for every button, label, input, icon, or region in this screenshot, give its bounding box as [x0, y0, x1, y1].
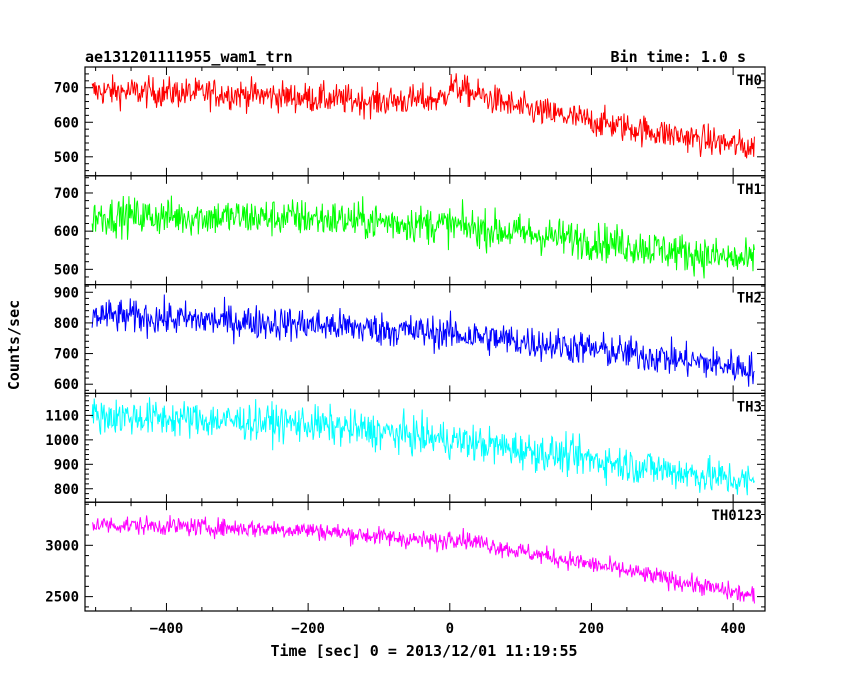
- series-line-th2: [91, 294, 755, 387]
- panel-th0123: 2500 3000 TH0123: [45, 501, 766, 612]
- y-tick-label: 900: [54, 285, 79, 301]
- bin-time-label: Bin time: 1.0 s: [611, 48, 746, 66]
- panel-name-label: TH0123: [711, 508, 762, 524]
- x-tick-label: 200: [579, 621, 604, 637]
- chart-title: ae131201111955_wam1_trn: [85, 48, 293, 66]
- panel-frame: [84, 66, 766, 177]
- y-tick-label: 600: [54, 224, 79, 240]
- panel-name-label: TH0: [737, 73, 762, 89]
- y-tick-label: 3000: [45, 538, 79, 554]
- panel-frame: [84, 501, 766, 612]
- y-tick-label: 800: [54, 316, 79, 332]
- y-tick-label: 500: [54, 262, 79, 278]
- x-tick-label: −400: [150, 621, 184, 637]
- y-tick-label: 1100: [45, 408, 79, 424]
- panel-name-label: TH3: [737, 399, 762, 415]
- series-line-th0123: [91, 515, 755, 604]
- panel-th1: 500 600 700 TH1: [54, 175, 766, 286]
- y-tick-label: 700: [54, 81, 79, 97]
- x-tick-label: 0: [446, 621, 454, 637]
- panels-group: 500 600 700 TH0 500 600 700 TH1 600 700 800 900 TH2 8…: [45, 66, 766, 637]
- x-tick-label: −200: [291, 621, 325, 637]
- panel-name-label: TH1: [737, 182, 762, 198]
- y-tick-label: 2500: [45, 590, 79, 606]
- panel-th2: 600 700 800 900 TH2: [54, 284, 766, 395]
- x-axis-label: Time [sec] 0 = 2013/12/01 11:19:55: [270, 642, 577, 660]
- x-tick-label: 400: [720, 621, 745, 637]
- y-tick-label: 600: [54, 115, 79, 131]
- y-axis-label: Counts/sec: [5, 300, 23, 390]
- y-tick-label: 700: [54, 186, 79, 202]
- y-tick-label: 900: [54, 457, 79, 473]
- y-tick-label: 600: [54, 377, 79, 393]
- y-tick-label: 800: [54, 482, 79, 498]
- y-tick-label: 500: [54, 150, 79, 166]
- panel-th0: 500 600 700 TH0: [54, 66, 766, 177]
- panel-frame: [84, 175, 766, 286]
- series-line-th1: [91, 195, 755, 279]
- series-line-th3: [91, 397, 755, 496]
- series-line-th0: [91, 73, 755, 159]
- y-tick-label: 700: [54, 347, 79, 363]
- y-tick-label: 1000: [45, 433, 79, 449]
- panel-name-label: TH2: [737, 291, 762, 307]
- panel-th3: 800 900 1000 1100 TH3: [45, 392, 766, 503]
